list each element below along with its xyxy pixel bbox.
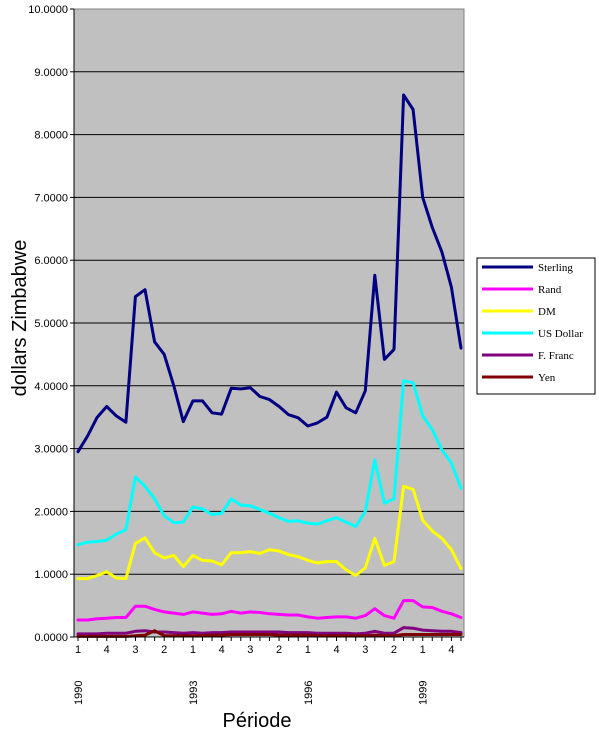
year-labels: 1990 1993 1996 1999 [73, 681, 430, 705]
legend-label: US Dollar [538, 328, 583, 340]
y-tick-label: 3.0000 [34, 444, 68, 456]
y-axis-title: dollars Zimbabwe [9, 240, 31, 397]
series-lines [76, 93, 463, 638]
x-tick-label: 4 [333, 644, 339, 656]
legend: Sterling Rand DM US Dollar F. Franc Yen [476, 257, 596, 395]
series-line-yen [76, 629, 463, 638]
x-tick-label: 1 [420, 644, 426, 656]
y-tick-label: 6.0000 [34, 255, 68, 267]
series-line-sterling [76, 93, 463, 454]
x-tick-label: 3 [362, 644, 368, 656]
x-tick-label: 3 [132, 644, 138, 656]
legend-label: Rand [538, 284, 562, 296]
legend-label: F. Franc [538, 350, 574, 362]
y-tick-label: 9.0000 [34, 67, 68, 79]
legend-box [476, 257, 596, 395]
x-tick-label: 1 [75, 644, 81, 656]
y-tick-label: 2.0000 [34, 506, 68, 518]
y-tick-label: 4.0000 [34, 381, 68, 393]
series-line-rand [76, 599, 463, 622]
x-tick-label: 2 [161, 644, 167, 656]
x-tick-label: 3 [247, 644, 253, 656]
x-tick-label: 2 [276, 644, 282, 656]
year-label: 1993 [188, 681, 200, 705]
y-tick-label: 5.0000 [34, 318, 68, 330]
legend-label: DM [538, 306, 556, 318]
x-tick-label: 1 [190, 644, 196, 656]
x-tick-label: 1 [305, 644, 311, 656]
year-label: 1996 [303, 681, 315, 705]
x-tick-label: 2 [391, 644, 397, 656]
y-tick-label: 0.0000 [34, 632, 68, 644]
x-tick-label: 4 [104, 644, 110, 656]
series-line-us-dollar [76, 379, 463, 547]
series-line-dm [76, 484, 463, 581]
year-label: 1999 [418, 681, 430, 705]
y-tick-label: 8.0000 [34, 130, 68, 142]
x-axis-title: Période [223, 710, 292, 732]
y-tick-label: 7.0000 [34, 192, 68, 204]
legend-label: Yen [538, 372, 556, 384]
year-label: 1990 [73, 681, 85, 705]
y-tick-label: 1.0000 [34, 569, 68, 581]
y-axis-ticks: 0.0000 1.0000 2.0000 3.0000 4.0000 5.0000 6.00… [28, 4, 74, 644]
series-line-f-franc [76, 626, 463, 636]
x-axis-ticks: 1 4 3 2 1 4 3 2 1 4 3 2 1 4 [75, 637, 462, 656]
x-tick-label: 4 [219, 644, 225, 656]
legend-label: Sterling [538, 262, 573, 274]
x-tick-label: 4 [448, 644, 454, 656]
y-tick-label: 10.0000 [28, 4, 68, 16]
